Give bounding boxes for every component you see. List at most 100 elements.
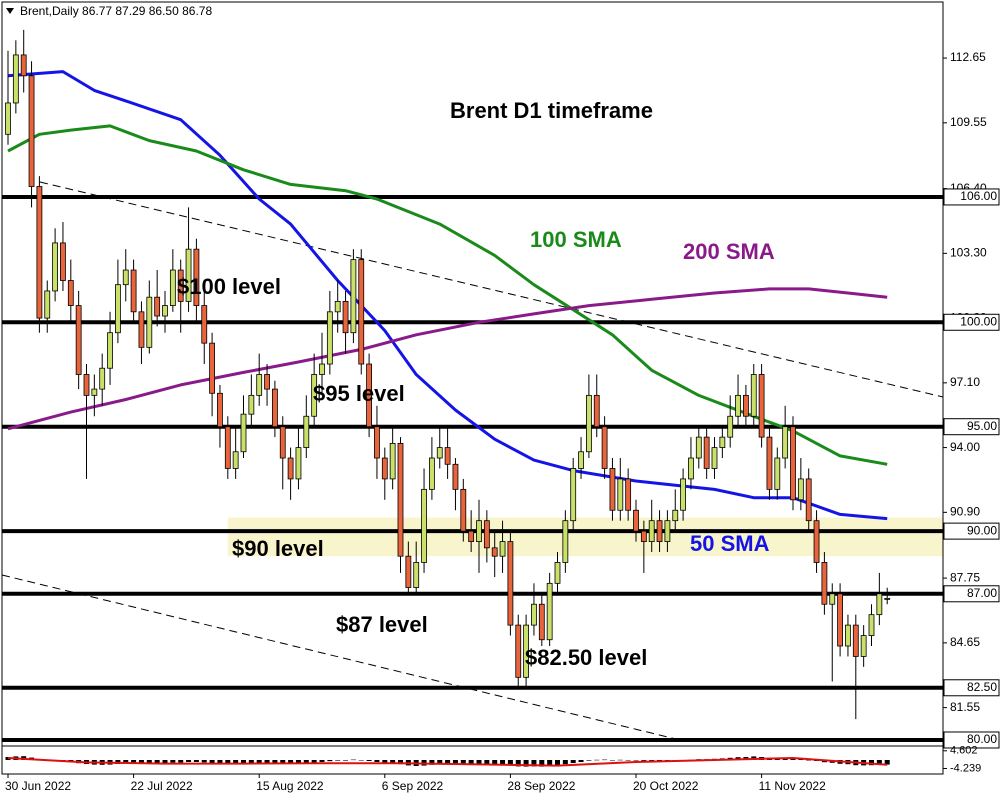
histogram-bar — [429, 760, 435, 765]
histogram-bar — [256, 760, 262, 764]
y-tick-label: 4.602 — [950, 745, 978, 757]
candle-body — [5, 102, 11, 135]
candle-body — [138, 311, 145, 348]
histogram-bar — [319, 760, 325, 762]
histogram-bar — [798, 759, 804, 760]
candle-body — [91, 388, 98, 396]
candle-body — [664, 520, 671, 542]
candle-body — [75, 305, 82, 375]
level-label-box — [943, 313, 1000, 331]
histogram-bar — [562, 760, 568, 765]
candle-body — [813, 520, 820, 563]
y-tick-label: 84.65 — [950, 635, 980, 649]
histogram-bar — [806, 760, 812, 761]
series-label: 100 SMA — [530, 227, 622, 252]
candle-body — [185, 248, 192, 302]
histogram-bar — [178, 760, 184, 763]
plot-border — [1, 1, 944, 775]
series-label: 200 SMA — [683, 239, 775, 264]
candle-body — [83, 374, 90, 396]
annotation: $87 level — [336, 612, 428, 637]
menu-arrow[interactable] — [6, 8, 14, 14]
candle-body — [279, 426, 286, 459]
candle-body — [193, 248, 200, 306]
y-tick-label: 94.00 — [950, 440, 980, 454]
zone-layer — [227, 517, 944, 557]
y-tick-label: 87.75 — [950, 570, 980, 584]
candle-body — [562, 520, 569, 563]
histogram-bar — [539, 760, 545, 767]
level-label: 100.00 — [960, 314, 997, 328]
histogram-bar — [523, 760, 529, 767]
histogram-bar — [374, 760, 380, 762]
candle-body — [154, 296, 161, 317]
chart-header: Brent,Daily 86.77 87.29 86.50 86.78 — [20, 4, 212, 18]
histogram-bar — [570, 760, 576, 763]
candle-body — [319, 363, 325, 375]
x-tick-label: 15 Aug 2022 — [256, 779, 324, 793]
annotation: $100 level — [177, 274, 281, 299]
histogram-bar — [649, 760, 655, 761]
histogram-bar — [547, 760, 553, 766]
histogram-bar — [272, 760, 278, 764]
histogram-bar — [358, 760, 364, 761]
candle-body — [374, 426, 380, 459]
candle-body — [695, 436, 702, 459]
annotation: Brent D1 timeframe — [450, 98, 653, 123]
candle-body — [468, 530, 475, 542]
histogram-bar — [625, 760, 631, 761]
candle-body — [750, 374, 757, 417]
histogram-bar — [343, 760, 349, 761]
main-layer — [2, 29, 943, 742]
candle-body — [829, 593, 836, 605]
annotation: $90 level — [232, 536, 324, 561]
candle-body — [295, 447, 302, 480]
level-label: 90.00 — [967, 523, 997, 537]
histogram-bar — [186, 760, 192, 762]
candle-body — [727, 415, 734, 438]
candle-body — [688, 457, 694, 480]
y-tick-label: -4.239 — [950, 762, 981, 774]
price-zone — [227, 517, 944, 557]
candle-body — [845, 624, 851, 647]
candle-body — [837, 593, 843, 647]
x-tick-label: 30 Jun 2022 — [5, 779, 71, 793]
candle-body — [240, 413, 247, 453]
histogram-bar — [492, 760, 498, 765]
candle-body — [224, 426, 231, 469]
candle-body — [546, 582, 553, 641]
candle-body — [271, 388, 278, 428]
x-tick-label: 11 Nov 2022 — [759, 779, 826, 793]
histogram-bar — [146, 760, 152, 764]
histogram-bar — [790, 758, 796, 760]
candle-body — [381, 457, 388, 480]
histogram-bar — [460, 760, 466, 764]
x-tick-label: 28 Sep 2022 — [507, 779, 575, 793]
level-label-box — [943, 188, 1000, 206]
candle-body — [122, 269, 129, 286]
histogram-bar — [170, 760, 176, 763]
candle-body — [884, 597, 891, 600]
histogram-bar — [476, 760, 482, 765]
histogram-bar — [484, 760, 490, 765]
level-label-box — [943, 418, 1000, 436]
candle-body — [680, 478, 686, 511]
histogram-bar — [641, 760, 647, 761]
candle-body — [578, 451, 584, 469]
level-label-box — [943, 731, 1000, 749]
candle-body — [766, 436, 773, 490]
candle-body — [672, 509, 679, 522]
histogram-bar — [515, 760, 521, 767]
candle-body — [342, 300, 349, 334]
histogram-bar — [280, 760, 286, 764]
histogram-bar — [131, 760, 137, 764]
candle-body — [452, 463, 459, 490]
histogram-bar — [138, 760, 144, 764]
candle-body — [358, 259, 365, 365]
candle-body — [405, 555, 412, 588]
candle-body — [797, 478, 804, 501]
candle-body — [303, 415, 310, 448]
histogram-bar — [445, 760, 451, 764]
candle-body — [201, 305, 208, 344]
candle-body — [67, 280, 74, 306]
